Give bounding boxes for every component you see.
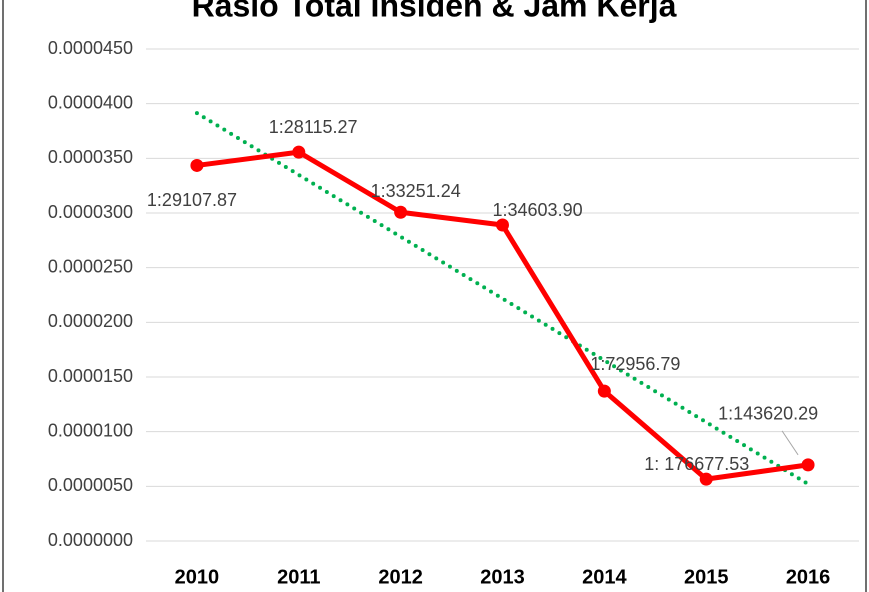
data-label: 1:29107.87 <box>147 190 237 210</box>
data-label: 1:34603.90 <box>493 200 583 220</box>
y-tick-label: 0.0000250 <box>48 256 133 276</box>
data-point <box>597 384 611 398</box>
y-tick-label: 0.0000450 <box>48 38 133 58</box>
y-tick-label: 0.0000000 <box>48 530 133 550</box>
trendline <box>194 111 811 487</box>
x-tick-label: 2012 <box>378 566 423 588</box>
data-point <box>801 458 815 472</box>
data-point <box>394 205 408 219</box>
data-label: 1:143620.29 <box>718 404 818 424</box>
y-tick-label: 0.0000300 <box>48 202 133 222</box>
x-tick-label: 2010 <box>175 566 220 588</box>
x-tick-label: 2013 <box>480 566 525 588</box>
data-point <box>190 158 204 172</box>
data-label: 1:28115.27 <box>269 117 358 137</box>
x-tick-label: 2011 <box>277 566 320 588</box>
y-tick-label: 0.0000050 <box>48 475 133 495</box>
data-point <box>292 145 306 159</box>
y-tick-label: 0.0000150 <box>48 366 133 386</box>
x-tick-label: 2014 <box>582 566 627 588</box>
x-tick-label: 2016 <box>786 566 831 588</box>
data-point <box>699 472 713 486</box>
y-tick-label: 0.0000400 <box>48 92 133 112</box>
data-label: 1: 176677.53 <box>644 454 749 474</box>
x-tick-label: 2015 <box>684 566 729 588</box>
y-tick-label: 0.0000100 <box>48 420 133 440</box>
data-label: 1:72956.79 <box>590 354 680 374</box>
leader-line <box>781 430 799 456</box>
y-tick-label: 0.0000200 <box>48 311 133 331</box>
chart-title: Rasio Total Insiden & Jam Kerja <box>192 0 677 23</box>
y-tick-label: 0.0000350 <box>48 147 133 167</box>
data-point <box>496 218 509 232</box>
data-label: 1:33251.24 <box>371 181 461 201</box>
